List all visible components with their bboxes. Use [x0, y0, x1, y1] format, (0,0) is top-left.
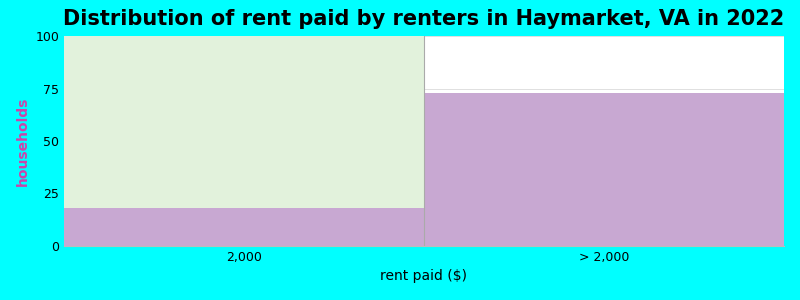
- Y-axis label: households: households: [16, 96, 30, 186]
- Title: Distribution of rent paid by renters in Haymarket, VA in 2022: Distribution of rent paid by renters in …: [63, 9, 785, 29]
- X-axis label: rent paid ($): rent paid ($): [381, 269, 467, 284]
